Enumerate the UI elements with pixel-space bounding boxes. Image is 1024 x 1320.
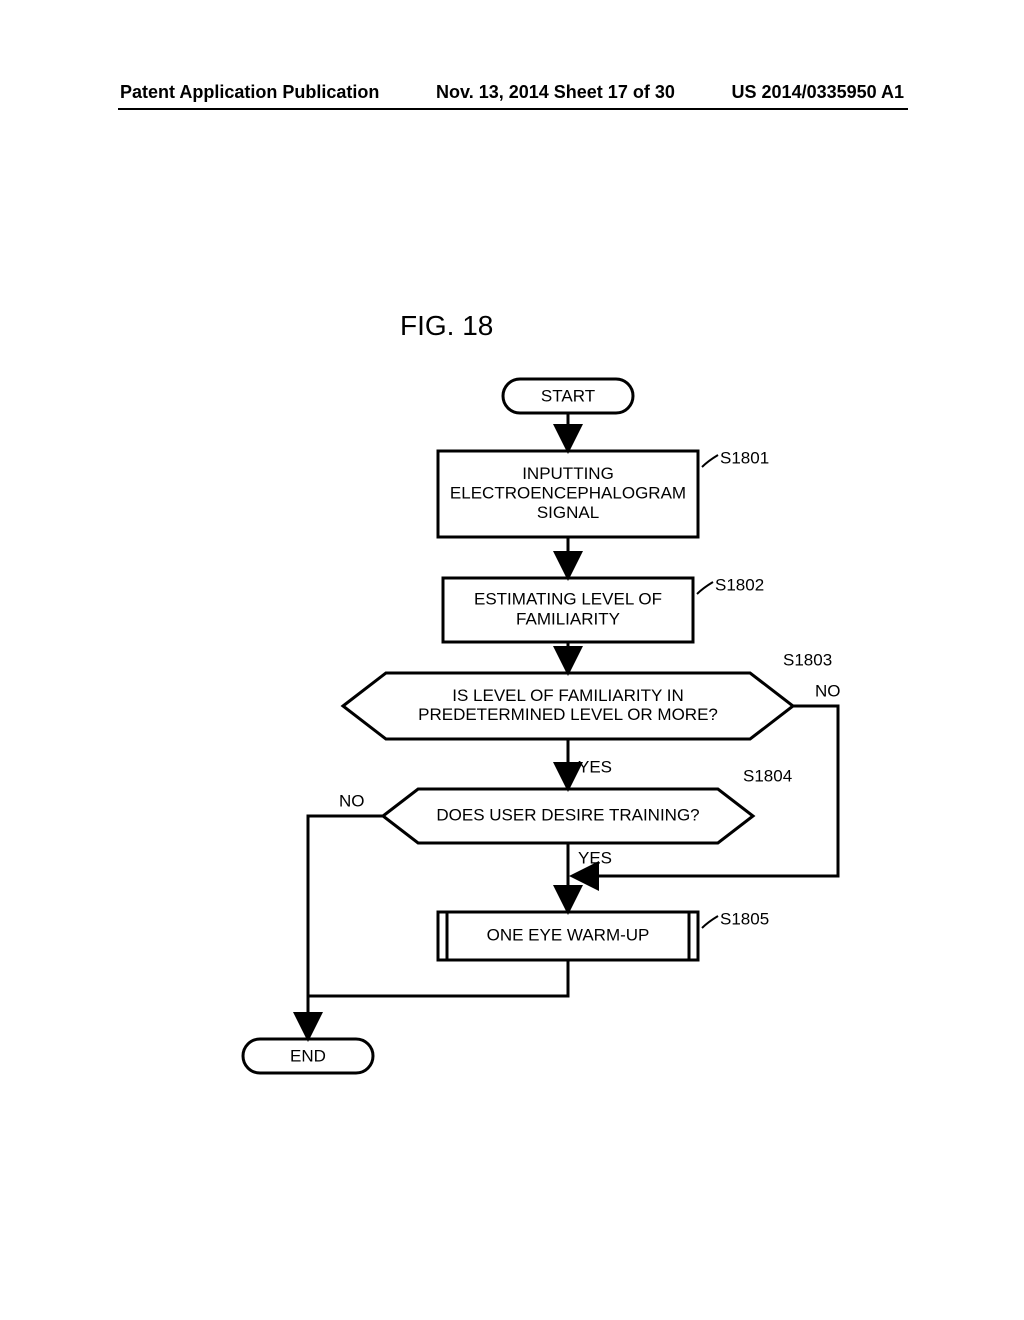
svg-text:INPUTTING: INPUTTING	[522, 464, 614, 483]
header-center: Nov. 13, 2014 Sheet 17 of 30	[436, 82, 675, 103]
page-header: Patent Application Publication Nov. 13, …	[0, 82, 1024, 103]
svg-text:DOES USER DESIRE TRAINING?: DOES USER DESIRE TRAINING?	[436, 805, 699, 824]
svg-text:START: START	[541, 386, 595, 405]
svg-text:ESTIMATING LEVEL OF: ESTIMATING LEVEL OF	[474, 590, 662, 609]
svg-text:FAMILIARITY: FAMILIARITY	[516, 609, 620, 628]
svg-text:END: END	[290, 1046, 326, 1065]
svg-text:S1802: S1802	[715, 575, 764, 594]
svg-text:S1801: S1801	[720, 448, 769, 467]
header-right: US 2014/0335950 A1	[732, 82, 904, 103]
svg-text:ELECTROENCEPHALOGRAM: ELECTROENCEPHALOGRAM	[450, 483, 686, 502]
svg-text:S1804: S1804	[743, 766, 792, 785]
svg-text:YES: YES	[578, 757, 612, 776]
svg-text:IS LEVEL OF FAMILIARITY IN: IS LEVEL OF FAMILIARITY IN	[452, 686, 683, 705]
svg-text:NO: NO	[815, 681, 841, 700]
svg-text:SIGNAL: SIGNAL	[537, 503, 599, 522]
figure-title: FIG. 18	[400, 310, 493, 342]
svg-text:NO: NO	[339, 791, 365, 810]
flowchart-diagram: START INPUTTINGELECTROENCEPHALOGRAMSIGNAL…	[118, 376, 908, 1096]
svg-text:ONE EYE WARM-UP: ONE EYE WARM-UP	[487, 925, 650, 944]
header-rule	[118, 108, 908, 110]
svg-text:S1803: S1803	[783, 650, 832, 669]
svg-text:S1805: S1805	[720, 909, 769, 928]
svg-text:PREDETERMINED LEVEL OR MORE?: PREDETERMINED LEVEL OR MORE?	[418, 705, 718, 724]
svg-text:YES: YES	[578, 848, 612, 867]
header-left: Patent Application Publication	[120, 82, 379, 103]
